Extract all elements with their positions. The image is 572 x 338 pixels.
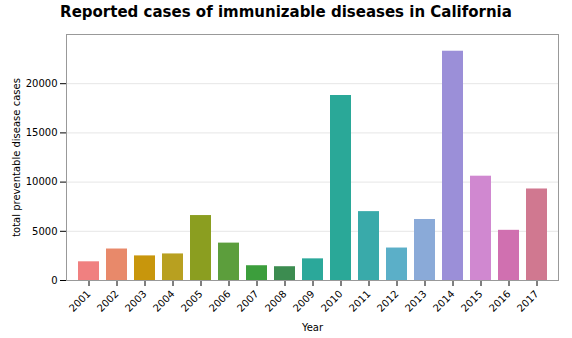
- svg-text:2013: 2013: [403, 288, 429, 314]
- svg-text:2009: 2009: [291, 288, 317, 314]
- svg-text:15000: 15000: [26, 127, 58, 138]
- svg-text:2014: 2014: [431, 288, 457, 314]
- svg-text:2002: 2002: [95, 288, 121, 314]
- svg-text:2011: 2011: [347, 288, 373, 314]
- svg-text:2006: 2006: [207, 288, 233, 314]
- svg-text:2007: 2007: [235, 288, 261, 314]
- svg-text:10000: 10000: [26, 176, 58, 187]
- svg-text:5000: 5000: [32, 226, 57, 237]
- svg-text:2005: 2005: [179, 288, 205, 314]
- svg-text:0: 0: [51, 275, 57, 286]
- svg-text:2017: 2017: [515, 288, 541, 314]
- svg-text:2015: 2015: [459, 288, 485, 314]
- svg-text:2010: 2010: [319, 288, 345, 314]
- svg-text:2012: 2012: [375, 288, 401, 314]
- svg-text:2004: 2004: [151, 288, 177, 314]
- svg-text:2016: 2016: [487, 288, 513, 314]
- svg-text:20000: 20000: [26, 78, 58, 89]
- svg-text:2008: 2008: [263, 288, 289, 314]
- svg-text:2001: 2001: [67, 288, 93, 314]
- svg-text:Year: Year: [301, 322, 324, 333]
- svg-text:total preventable disease case: total preventable disease cases: [11, 78, 22, 237]
- html-text:Reported cases of immunizable: Reported cases of immunizable diseases i…: [60, 3, 512, 21]
- svg-text:2003: 2003: [123, 288, 149, 314]
